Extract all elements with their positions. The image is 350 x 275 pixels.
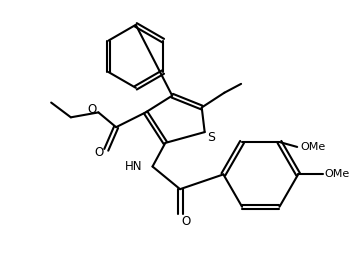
Text: O: O — [87, 103, 96, 116]
Text: O: O — [181, 215, 191, 228]
Text: HN: HN — [125, 160, 143, 173]
Text: O: O — [95, 146, 104, 159]
Text: OMe: OMe — [324, 169, 349, 179]
Text: S: S — [208, 131, 216, 144]
Text: OMe: OMe — [300, 142, 326, 152]
